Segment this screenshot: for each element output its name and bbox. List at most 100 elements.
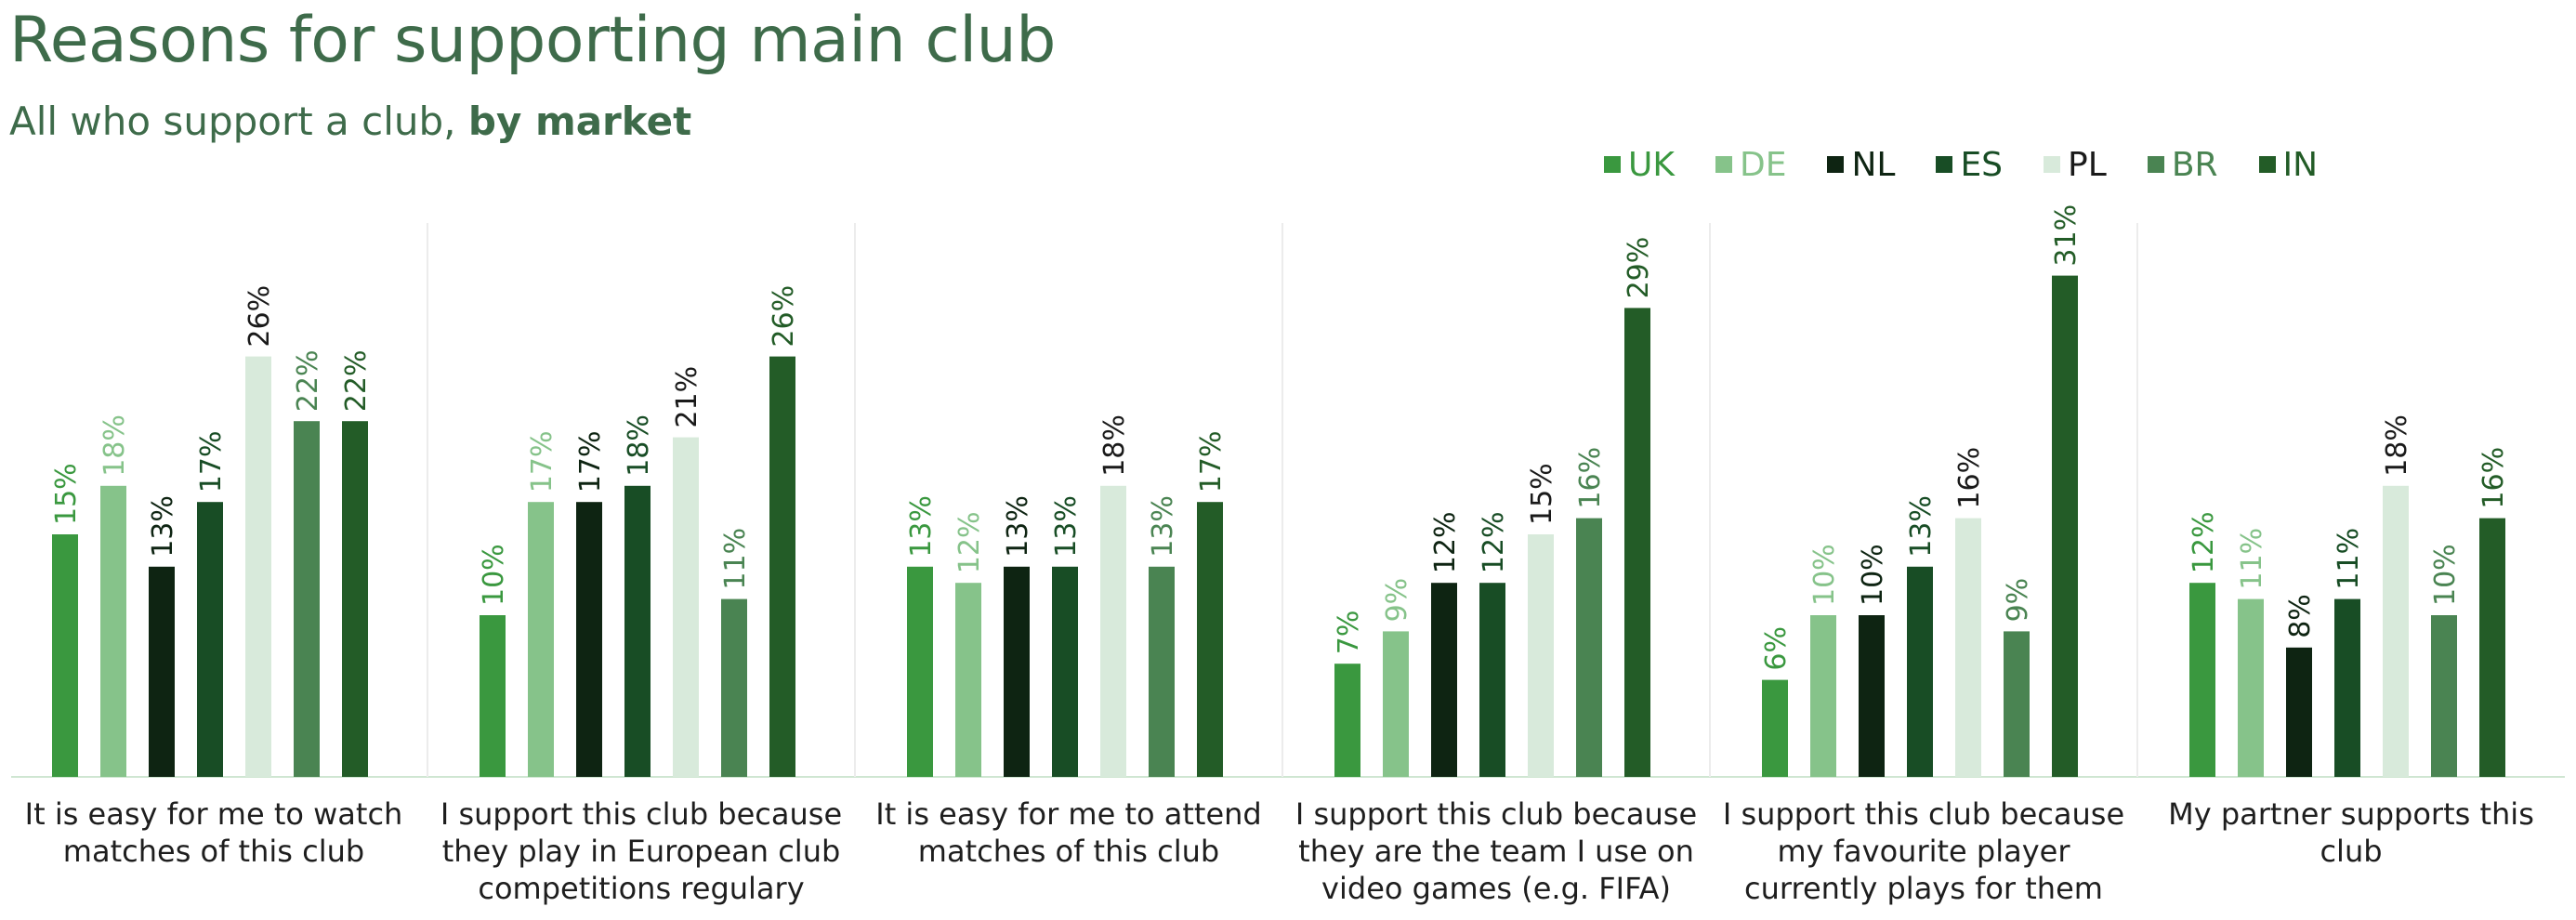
data-label-de-6: 11% bbox=[2236, 528, 2268, 590]
category-label-6: My partner supports this club bbox=[2168, 796, 2534, 869]
bar-br-3 bbox=[1149, 566, 1175, 777]
category-label-1: It is easy for me to watch matches of th… bbox=[24, 796, 403, 869]
data-label-uk-3: 13% bbox=[905, 495, 938, 558]
data-label-in-2: 26% bbox=[768, 285, 800, 348]
bar-br-5 bbox=[2004, 631, 2030, 777]
bar-de-2 bbox=[528, 502, 554, 777]
bar-uk-6 bbox=[2189, 583, 2215, 777]
data-label-es-3: 13% bbox=[1050, 495, 1083, 558]
data-label-in-4: 29% bbox=[1623, 237, 1655, 299]
bar-de-3 bbox=[955, 583, 981, 777]
legend-label: PL bbox=[2068, 145, 2107, 184]
bar-es-3 bbox=[1052, 566, 1078, 777]
data-label-br-3: 13% bbox=[1147, 495, 1179, 558]
bar-uk-2 bbox=[480, 615, 506, 777]
data-label-es-5: 13% bbox=[1905, 495, 1938, 558]
data-label-es-1: 17% bbox=[195, 431, 228, 493]
bar-nl-5 bbox=[1859, 615, 1885, 777]
data-label-de-5: 10% bbox=[1808, 544, 1841, 606]
legend-swatch bbox=[2147, 156, 2164, 173]
chart-subtitle: All who support a club, by market bbox=[9, 99, 691, 144]
bar-uk-1 bbox=[52, 534, 78, 777]
data-label-pl-1: 26% bbox=[243, 285, 276, 348]
subtitle-emphasis: by market bbox=[467, 99, 692, 144]
data-label-nl-3: 13% bbox=[1002, 495, 1034, 558]
legend-label: NL bbox=[1851, 145, 1896, 184]
bar-nl-3 bbox=[1004, 566, 1030, 777]
bar-pl-4 bbox=[1528, 534, 1554, 777]
legend-item-de: DE bbox=[1715, 146, 1786, 184]
legend-swatch bbox=[1604, 156, 1621, 173]
legend-item-br: BR bbox=[2147, 146, 2218, 184]
bar-de-6 bbox=[2238, 598, 2264, 777]
bar-in-4 bbox=[1624, 308, 1650, 777]
bar-pl-3 bbox=[1100, 485, 1126, 777]
legend-item-es: ES bbox=[1936, 146, 2003, 184]
data-label-pl-5: 16% bbox=[1953, 447, 1986, 509]
bar-de-4 bbox=[1383, 631, 1409, 777]
data-label-nl-6: 8% bbox=[2284, 594, 2317, 638]
legend-label: UK bbox=[1628, 145, 1675, 184]
data-label-br-4: 16% bbox=[1574, 447, 1607, 509]
data-label-uk-4: 7% bbox=[1333, 611, 1365, 655]
data-label-br-6: 10% bbox=[2429, 544, 2462, 606]
data-label-in-1: 22% bbox=[340, 350, 373, 413]
data-label-nl-4: 12% bbox=[1429, 512, 1462, 574]
subtitle-prefix: All who support a club, bbox=[9, 99, 456, 144]
bar-br-2 bbox=[721, 598, 747, 777]
chart-title: Reasons for supporting main club bbox=[9, 4, 1056, 77]
data-label-pl-3: 18% bbox=[1098, 414, 1131, 477]
bar-br-4 bbox=[1576, 518, 1602, 777]
data-label-uk-1: 15% bbox=[50, 463, 83, 525]
data-label-nl-5: 10% bbox=[1857, 544, 1889, 606]
legend-label: DE bbox=[1739, 145, 1787, 184]
data-label-pl-2: 21% bbox=[671, 366, 703, 428]
data-label-nl-2: 17% bbox=[574, 431, 607, 493]
bar-uk-4 bbox=[1334, 664, 1360, 777]
bar-uk-3 bbox=[907, 566, 933, 777]
data-label-uk-5: 6% bbox=[1760, 626, 1793, 671]
bar-pl-5 bbox=[1955, 518, 1981, 777]
bar-es-1 bbox=[197, 502, 223, 777]
bar-uk-5 bbox=[1762, 679, 1788, 777]
category-label-4: I support this club because they are the… bbox=[1295, 796, 1698, 906]
data-label-uk-2: 10% bbox=[478, 544, 510, 606]
data-label-br-2: 11% bbox=[719, 528, 752, 590]
data-label-de-4: 9% bbox=[1381, 578, 1413, 623]
legend-swatch bbox=[1715, 156, 1732, 173]
bar-br-1 bbox=[294, 421, 320, 777]
bar-in-2 bbox=[769, 356, 795, 777]
data-label-es-4: 12% bbox=[1478, 512, 1510, 574]
category-label-5: I support this club because my favourite… bbox=[1722, 796, 2125, 906]
category-label-3: It is easy for me to attend matches of t… bbox=[875, 796, 1262, 869]
category-label-2: I support this club because they play in… bbox=[440, 796, 843, 906]
legend-swatch bbox=[2258, 156, 2276, 173]
bar-nl-4 bbox=[1431, 583, 1457, 777]
bar-br-6 bbox=[2431, 615, 2457, 777]
legend-item-pl: PL bbox=[2044, 146, 2107, 184]
data-label-es-2: 18% bbox=[623, 414, 655, 477]
bar-pl-6 bbox=[2383, 485, 2409, 777]
bar-es-4 bbox=[1479, 583, 1505, 777]
data-label-pl-4: 15% bbox=[1526, 463, 1558, 525]
bar-nl-2 bbox=[576, 502, 602, 777]
bar-es-6 bbox=[2334, 598, 2360, 777]
bar-de-1 bbox=[100, 485, 126, 777]
bar-in-6 bbox=[2479, 518, 2505, 777]
bar-nl-1 bbox=[149, 566, 175, 777]
bar-de-5 bbox=[1810, 615, 1836, 777]
legend-item-in: IN bbox=[2258, 145, 2319, 184]
data-label-in-3: 17% bbox=[1195, 431, 1228, 493]
data-label-br-1: 22% bbox=[292, 350, 324, 413]
legend-swatch bbox=[2044, 156, 2061, 173]
bar-es-5 bbox=[1907, 566, 1933, 777]
data-label-in-6: 16% bbox=[2477, 447, 2510, 509]
legend-label: IN bbox=[2282, 145, 2319, 184]
data-label-uk-6: 12% bbox=[2188, 512, 2220, 574]
bar-pl-1 bbox=[245, 356, 271, 777]
bar-in-1 bbox=[342, 421, 368, 777]
bar-es-2 bbox=[624, 485, 651, 777]
legend-label: ES bbox=[1960, 145, 2004, 184]
data-label-in-5: 31% bbox=[2050, 204, 2083, 267]
